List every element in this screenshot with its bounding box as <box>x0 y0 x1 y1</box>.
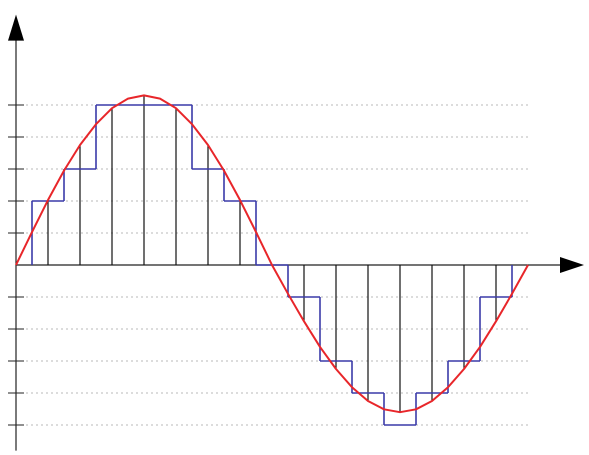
x-axis-arrow <box>560 257 584 273</box>
y-axis-arrow <box>8 14 24 41</box>
sine-curve <box>15 94 529 414</box>
